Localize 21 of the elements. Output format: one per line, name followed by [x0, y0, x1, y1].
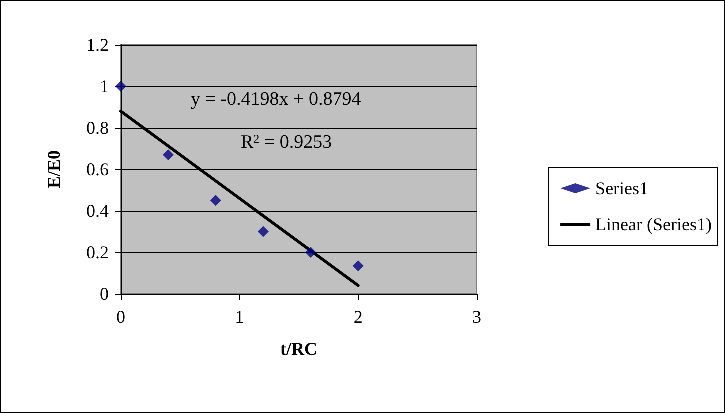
y-tick-label: 1: [100, 76, 109, 96]
legend-label: Series1: [596, 178, 649, 198]
annotation: y = -0.4198x + 0.8794: [191, 89, 362, 110]
legend-label: Linear (Series1): [596, 214, 712, 234]
x-axis-title: t/RC: [280, 339, 318, 359]
point: [352, 260, 364, 272]
point: [305, 247, 316, 258]
y-tick-label: 0: [100, 284, 109, 304]
y-axis-title: E/E0: [44, 150, 64, 189]
y-tick-label: 0.6: [86, 160, 109, 180]
y-tick-label: 1.2: [86, 35, 109, 55]
point: [210, 195, 222, 206]
point: [162, 149, 174, 160]
x-tick-label: 1: [235, 307, 244, 327]
x-tick-label: 2: [354, 307, 363, 327]
point: [258, 226, 269, 238]
y-tick-label: 0.4: [86, 201, 109, 221]
y-tick-label: 0.8: [86, 118, 109, 138]
x-tick-label: 0: [116, 307, 126, 327]
x-tick-label: 3: [472, 307, 482, 327]
y-tick-label: 0.2: [86, 242, 109, 262]
